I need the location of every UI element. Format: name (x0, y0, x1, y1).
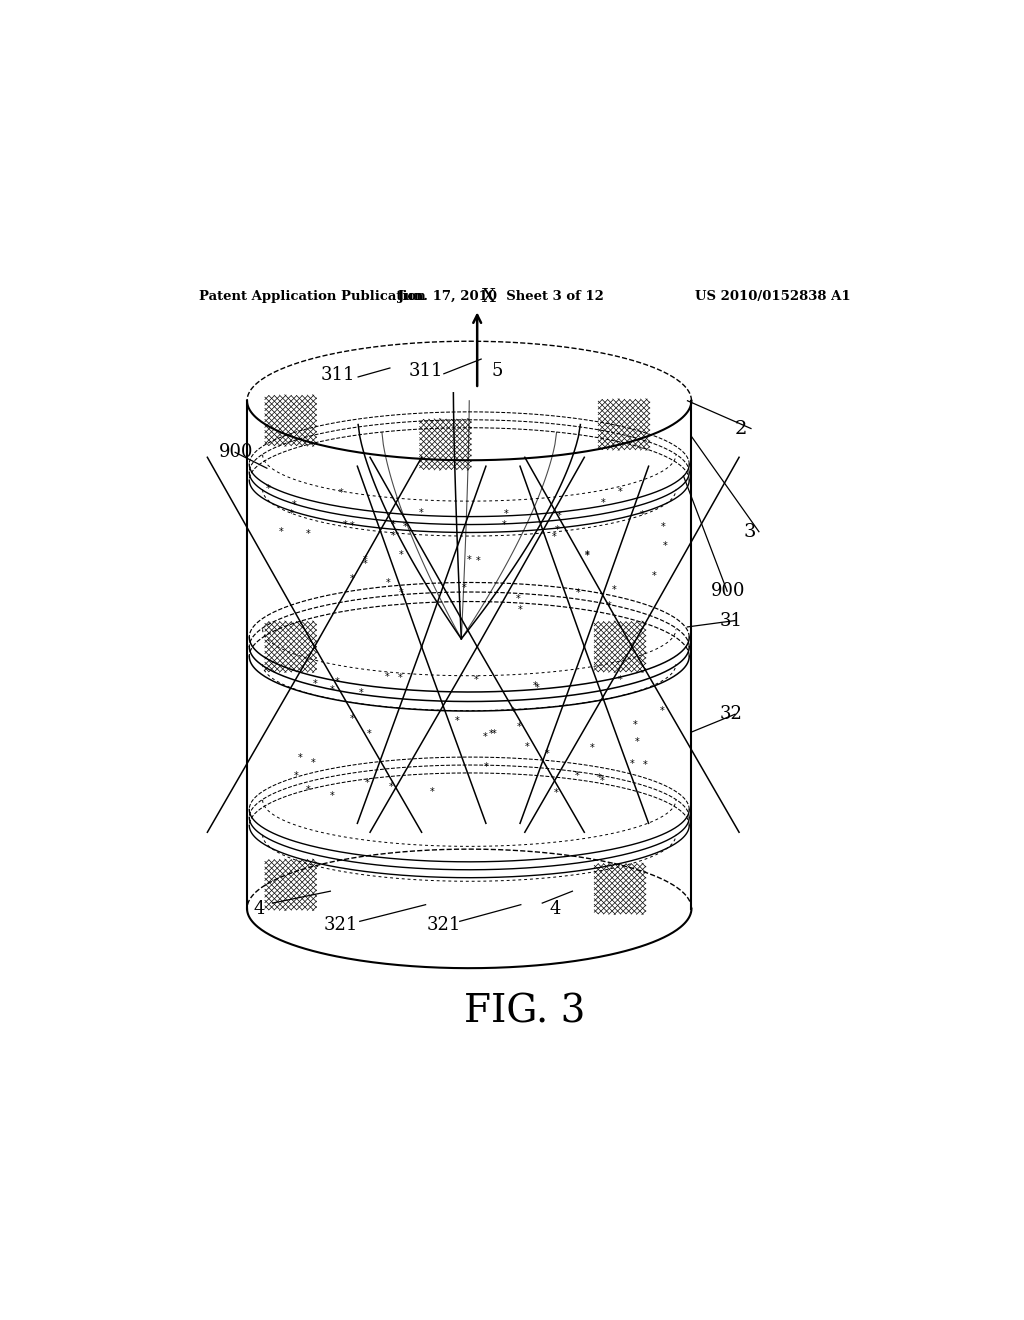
Text: *: * (362, 554, 368, 565)
Text: *: * (398, 673, 403, 684)
Text: *: * (597, 774, 601, 783)
Text: *: * (554, 788, 559, 799)
Text: 31: 31 (719, 611, 742, 630)
Text: *: * (640, 510, 645, 520)
Text: *: * (517, 605, 522, 615)
Text: *: * (311, 758, 315, 768)
Text: *: * (388, 783, 393, 792)
Text: 311: 311 (409, 363, 442, 380)
Text: *: * (462, 583, 467, 593)
Text: Jun. 17, 2010  Sheet 3 of 12: Jun. 17, 2010 Sheet 3 of 12 (398, 289, 604, 302)
Text: *: * (429, 787, 434, 797)
Text: *: * (585, 552, 589, 561)
Text: *: * (265, 484, 270, 494)
Text: *: * (617, 487, 623, 496)
Text: *: * (402, 523, 408, 532)
Text: *: * (554, 525, 559, 535)
Text: *: * (476, 556, 480, 566)
Text: *: * (391, 531, 395, 541)
Text: 5: 5 (492, 363, 503, 380)
Text: *: * (575, 771, 580, 780)
Text: 900: 900 (219, 444, 254, 461)
Text: *: * (330, 685, 334, 694)
Text: *: * (517, 722, 521, 733)
Text: *: * (643, 760, 648, 770)
Text: *: * (575, 587, 581, 598)
Text: *: * (630, 759, 634, 768)
Text: *: * (289, 508, 293, 519)
Text: *: * (482, 733, 487, 742)
Text: US 2010/0152838 A1: US 2010/0152838 A1 (694, 289, 850, 302)
Text: *: * (366, 777, 370, 788)
Text: *: * (367, 729, 372, 739)
Text: 2: 2 (735, 420, 748, 437)
Text: *: * (633, 719, 638, 730)
Text: *: * (390, 520, 395, 529)
Text: Patent Application Publication: Patent Application Publication (200, 289, 426, 302)
Text: *: * (386, 578, 391, 587)
Text: *: * (585, 550, 590, 560)
Text: *: * (399, 550, 403, 561)
Text: *: * (504, 508, 508, 519)
Text: *: * (552, 532, 557, 543)
Text: *: * (474, 676, 478, 685)
Text: *: * (312, 678, 317, 689)
Text: *: * (350, 574, 355, 583)
Text: X: X (482, 288, 496, 305)
Text: *: * (384, 672, 389, 682)
Text: *: * (279, 527, 284, 537)
Text: *: * (600, 498, 605, 508)
Text: *: * (617, 675, 623, 685)
Text: *: * (467, 554, 471, 565)
Text: *: * (483, 762, 488, 772)
Text: *: * (350, 521, 354, 531)
Text: *: * (502, 520, 507, 529)
Text: 900: 900 (712, 582, 745, 601)
Text: *: * (516, 594, 521, 605)
Text: *: * (660, 706, 665, 715)
Text: *: * (532, 681, 538, 690)
Text: *: * (362, 558, 368, 569)
Text: *: * (611, 585, 616, 595)
Text: *: * (535, 682, 540, 693)
Text: *: * (635, 737, 639, 747)
Text: *: * (358, 688, 364, 698)
Text: *: * (330, 791, 335, 801)
Text: *: * (545, 748, 549, 759)
Text: *: * (488, 730, 494, 739)
Text: FIG. 3: FIG. 3 (464, 994, 586, 1031)
Text: 3: 3 (743, 523, 756, 541)
Text: *: * (398, 589, 403, 598)
Text: *: * (492, 729, 497, 739)
Text: *: * (590, 743, 594, 752)
Text: *: * (339, 488, 344, 498)
Text: *: * (291, 500, 296, 511)
Text: *: * (298, 752, 302, 763)
Text: *: * (455, 715, 460, 726)
Text: *: * (342, 520, 347, 531)
Text: 32: 32 (719, 705, 742, 723)
Text: *: * (663, 541, 668, 550)
Text: *: * (334, 677, 339, 688)
Text: *: * (525, 742, 529, 752)
Text: 321: 321 (324, 916, 357, 933)
Text: *: * (305, 785, 310, 795)
Text: 4: 4 (549, 900, 561, 917)
Text: *: * (660, 521, 666, 532)
Text: 311: 311 (322, 366, 355, 384)
Text: *: * (350, 714, 354, 725)
Text: 4: 4 (253, 900, 264, 917)
Text: *: * (606, 601, 611, 611)
Text: 321: 321 (427, 916, 461, 933)
Text: *: * (511, 708, 516, 717)
Text: *: * (306, 529, 310, 540)
Text: *: * (651, 570, 656, 581)
Text: *: * (557, 511, 562, 521)
Text: *: * (419, 508, 423, 517)
Text: *: * (294, 771, 299, 781)
Text: *: * (600, 776, 604, 787)
